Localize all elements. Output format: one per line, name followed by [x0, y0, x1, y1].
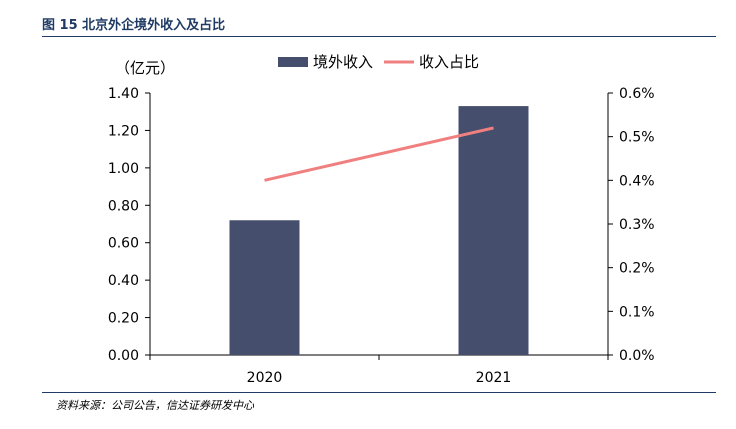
y-right-tick-label: 0.0% — [619, 348, 655, 364]
y-right-tick-label: 0.1% — [619, 304, 655, 320]
figure-title: 图 15 北京外企境外收入及占比 — [42, 14, 225, 33]
y-right-tick-label: 0.5% — [619, 130, 655, 146]
ratio-line — [264, 126, 494, 182]
y-left-tick-label: 0.80 — [108, 198, 139, 214]
source-note: 资料来源：公司公告，信达证券研发中心 — [56, 399, 254, 412]
axes: 0.00 0.20 0.40 0.60 0.80 1.00 1.20 1.40 0.0% 0.1%… — [108, 86, 655, 364]
legend: 境外收入 收入占比 — [278, 53, 479, 71]
y-left-tick-label: 0.40 — [108, 273, 139, 289]
y-left-tick-label: 1.20 — [108, 123, 139, 139]
y-right-tick-label: 0.2% — [619, 261, 655, 277]
x-tick-label-2020: 2020 — [247, 370, 283, 386]
unit-label: （亿元） — [115, 59, 175, 77]
y-left-tick-label: 0.60 — [108, 236, 139, 252]
bar-2021 — [458, 106, 529, 355]
bars — [229, 106, 529, 355]
y-left-tick-label: 0.20 — [108, 311, 139, 327]
top-rule — [42, 36, 716, 37]
y-left-tick-label: 1.40 — [108, 86, 139, 102]
x-tick-labels: 2020 2021 — [247, 370, 512, 386]
x-tick-label-2021: 2021 — [476, 370, 512, 386]
y-left-tick-label: 0.00 — [108, 348, 139, 364]
bottom-rule — [42, 392, 716, 393]
lines — [264, 126, 494, 182]
y-left-tick-label: 1.00 — [108, 161, 139, 177]
bar-2020 — [229, 220, 300, 355]
legend-label-bar: 境外收入 — [313, 53, 373, 71]
figure-label: 图 15 — [42, 18, 78, 33]
legend-label-line: 收入占比 — [419, 53, 479, 71]
legend-swatch-bar — [278, 57, 308, 67]
y-right-tick-label: 0.4% — [619, 173, 655, 189]
figure-title-text: 北京外企境外收入及占比 — [82, 18, 226, 33]
y-right-tick-label: 0.3% — [619, 217, 655, 233]
y-right-tick-label: 0.6% — [619, 86, 655, 102]
